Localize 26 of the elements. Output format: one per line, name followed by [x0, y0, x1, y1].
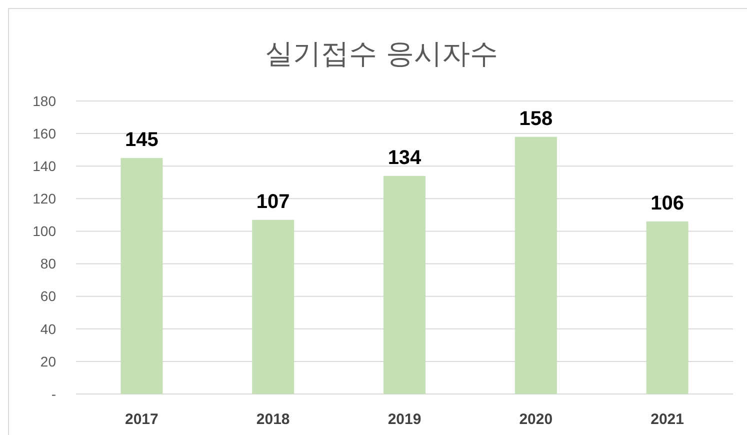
y-tick-label: 120: [32, 190, 56, 207]
y-tick-label: 100: [32, 223, 56, 240]
y-tick-label: 140: [32, 158, 56, 174]
y-tick-label: 20: [40, 353, 56, 370]
y-tick-label: 80: [40, 256, 56, 272]
chart-title: 실기접수 응시자수: [265, 37, 498, 70]
y-tick-label: 40: [40, 320, 56, 337]
bar: [646, 221, 688, 394]
data-label: 106: [650, 192, 684, 214]
y-tick-label: 160: [32, 125, 56, 142]
y-tick-label: 180: [32, 92, 56, 109]
bar: [383, 176, 426, 394]
bar: [120, 158, 163, 394]
bar: [514, 136, 557, 394]
data-label: 158: [519, 108, 553, 130]
data-label: 145: [125, 128, 158, 151]
data-label: 134: [388, 146, 422, 169]
y-tick-label: 60: [40, 288, 56, 304]
x-tick-label: 2021: [650, 411, 684, 428]
x-tick-label: 2018: [256, 411, 290, 428]
x-tick-label: 2019: [388, 411, 422, 428]
bar: [252, 220, 294, 394]
x-tick-label: 2020: [519, 411, 553, 428]
y-tick-label: -: [51, 386, 56, 402]
x-tick-label: 2017: [125, 411, 158, 428]
data-label: 107: [256, 190, 290, 213]
